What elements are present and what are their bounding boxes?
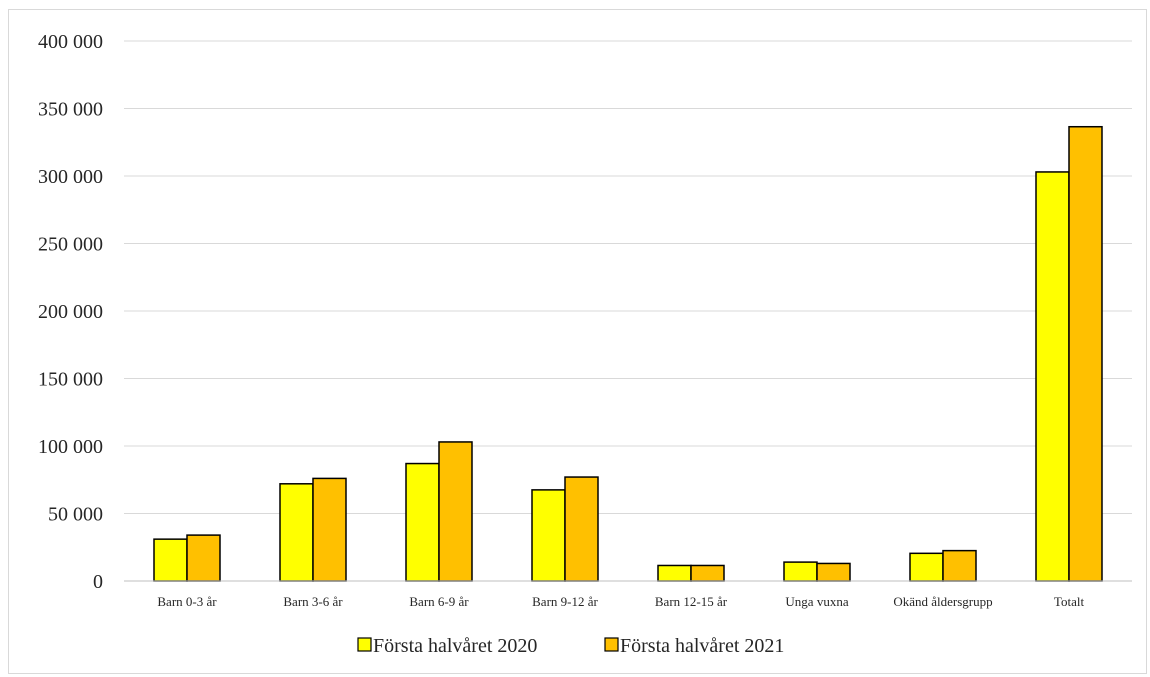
x-axis-ticks: Barn 0-3 år Barn 3-6 år Barn 6-9 år Barn 9-… — [157, 594, 1084, 609]
bar-2021-2 — [438, 441, 473, 582]
bar-2020-0 — [153, 538, 188, 582]
y-tick-label: 350 000 — [38, 99, 103, 121]
x-tick-label: Unga vuxna — [785, 594, 848, 609]
legend-item: Första halvåret 2020 — [357, 635, 537, 657]
y-tick-label: 400 000 — [38, 31, 103, 53]
legend-swatch — [604, 637, 619, 652]
bar-2020-3 — [531, 489, 566, 582]
bar-2020-5 — [783, 561, 818, 582]
legend-swatch — [357, 637, 372, 652]
bar-2020-2 — [405, 462, 440, 582]
bar-2021-0 — [186, 534, 221, 582]
bar-2021-7 — [1068, 125, 1103, 582]
x-tick-label: Barn 6-9 år — [409, 594, 469, 609]
y-tick-label: 200 000 — [38, 301, 103, 323]
y-tick-label: 250 000 — [38, 234, 103, 256]
x-tick-label: Okänd åldersgrupp — [893, 594, 992, 609]
y-axis-ticks: 0 50 000 100 000 150 000 200 000 250 000 300 0… — [38, 31, 103, 593]
bar-2021-5 — [816, 562, 851, 582]
y-tick-label: 300 000 — [38, 166, 103, 188]
x-tick-label: Totalt — [1054, 594, 1085, 609]
y-tick-label: 0 — [93, 571, 103, 593]
x-tick-label: Barn 9-12 år — [532, 594, 598, 609]
bar-2021-6 — [942, 549, 977, 582]
bar-2020-4 — [657, 564, 692, 582]
bar-2021-3 — [564, 476, 599, 582]
bar-2020-1 — [279, 483, 314, 582]
bar-2021-1 — [312, 477, 347, 582]
bar-2021-4 — [690, 564, 725, 582]
y-tick-label: 50 000 — [48, 504, 103, 526]
gridlines — [124, 40, 1132, 514]
y-tick-label: 100 000 — [38, 436, 103, 458]
legend-item: Första halvåret 2021 — [604, 635, 784, 657]
bars — [153, 125, 1103, 582]
legend-label: Första halvåret 2020 — [373, 635, 537, 657]
x-tick-label: Barn 3-6 år — [283, 594, 343, 609]
y-tick-label: 150 000 — [38, 369, 103, 391]
x-tick-label: Barn 0-3 år — [157, 594, 217, 609]
bar-2020-7 — [1035, 171, 1070, 582]
legend: Första halvåret 2020 Första halvåret 2021 — [357, 635, 784, 657]
bar-2020-6 — [909, 552, 944, 582]
legend-label: Första halvåret 2021 — [620, 635, 784, 657]
x-tick-label: Barn 12-15 år — [655, 594, 728, 609]
